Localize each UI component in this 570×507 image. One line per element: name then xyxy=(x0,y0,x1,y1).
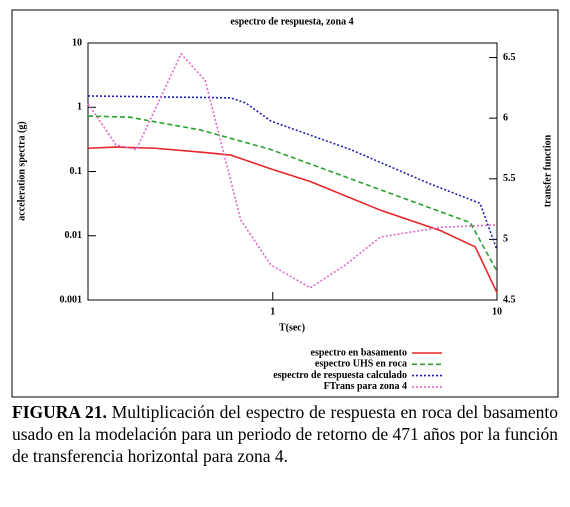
y2-tick-label: 6.5 xyxy=(503,52,516,63)
legend-label: espectro de respuesta calculado xyxy=(273,370,407,381)
chart-title: espectro de respuesta, zona 4 xyxy=(230,16,353,27)
caption: FIGURA 21. Multiplicación del espectro d… xyxy=(12,401,558,467)
series-line xyxy=(87,95,498,251)
caption-label: FIGURA 21. xyxy=(12,402,107,422)
y-tick-label: 1 xyxy=(77,102,82,113)
y2-tick-label: 5.5 xyxy=(503,173,516,184)
y-axis-label: acceleration spectra (g) xyxy=(16,121,27,220)
series-line xyxy=(87,146,498,294)
x-tick-label: 10 xyxy=(492,306,502,317)
y-tick-label: 0.001 xyxy=(60,294,83,305)
x-axis-label: T(sec) xyxy=(279,322,305,333)
legend-label: FTrans para zona 4 xyxy=(324,381,407,392)
legend-label: espectro UHS en roca xyxy=(315,359,407,370)
chart: espectro de respuesta, zona 4 T(sec) acc… xyxy=(11,9,559,398)
y2-tick-label: 4.5 xyxy=(503,294,516,305)
x-tick-label: 1 xyxy=(270,306,275,317)
y2-axis-label: transfer function xyxy=(542,134,553,207)
y2-tick-label: 6 xyxy=(503,112,508,123)
y-tick-label: 0.01 xyxy=(65,230,83,241)
series-line xyxy=(87,52,498,289)
caption-text: Multiplicación del espectro de respuesta… xyxy=(12,402,558,466)
y-tick-label: 0.1 xyxy=(70,166,83,177)
series-line xyxy=(87,115,498,272)
frame xyxy=(11,9,559,398)
y-tick-label: 10 xyxy=(72,37,82,48)
y2-tick-label: 5 xyxy=(503,234,508,245)
plot-area xyxy=(87,42,498,301)
legend-label: espectro en basamento xyxy=(311,347,407,358)
